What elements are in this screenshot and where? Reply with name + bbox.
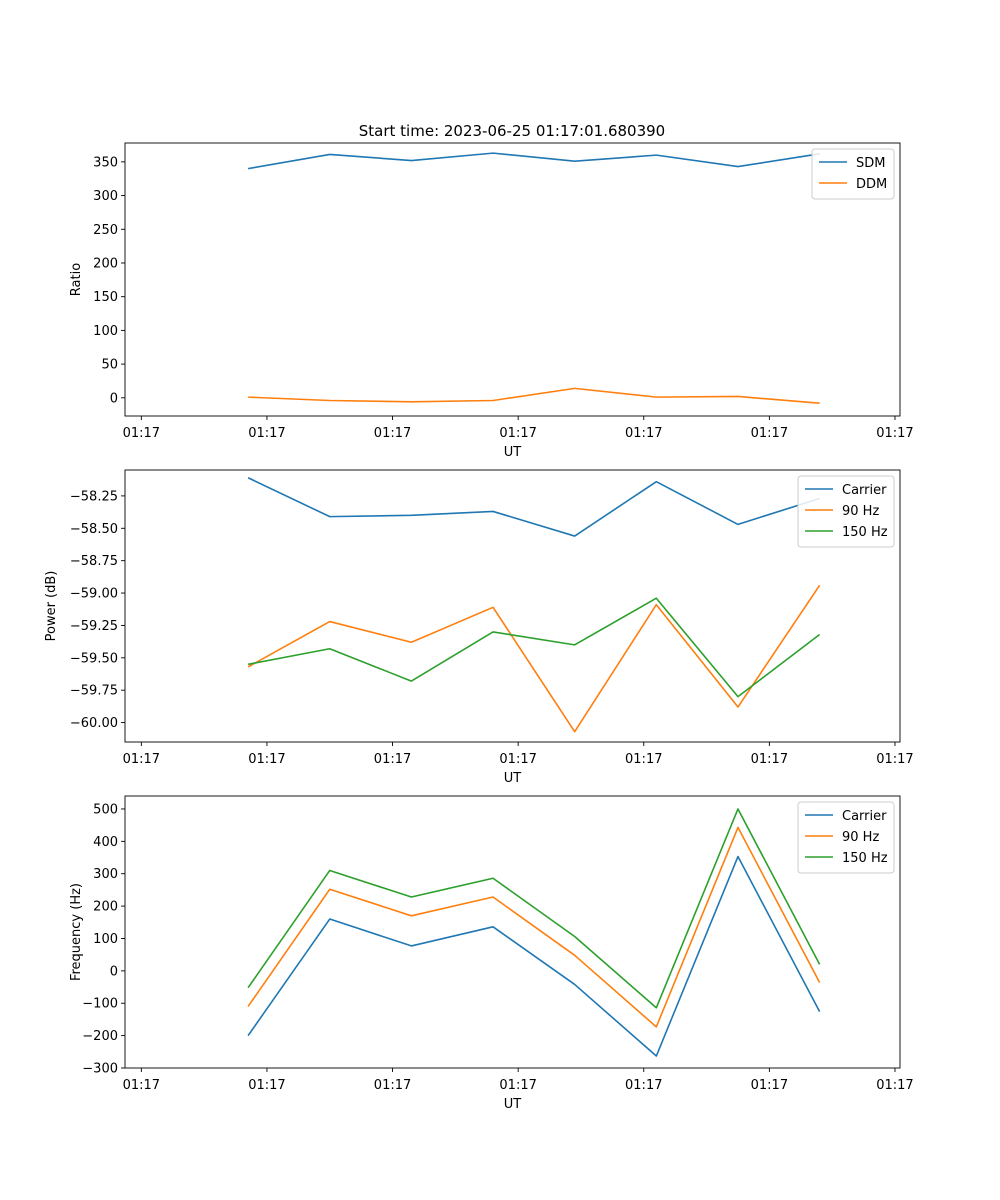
y-tick-label: −59.50	[70, 651, 118, 666]
y-tick-label: 200	[93, 256, 118, 271]
y-tick-label: 50	[101, 358, 118, 373]
y-tick-label: 100	[93, 324, 118, 339]
legend-label: DDM	[856, 177, 887, 192]
legend: Carrier 90 Hz 150 Hz	[797, 475, 895, 548]
plot-frame	[124, 142, 901, 417]
plot-frame	[124, 469, 901, 743]
x-axis-label: UT	[504, 445, 522, 460]
legend-label: 150 Hz	[842, 851, 888, 866]
x-tick-label: 01:17	[374, 752, 411, 767]
x-tick-label: 01:17	[625, 1078, 662, 1093]
x-tick-label: 01:17	[248, 752, 285, 767]
x-tick-label: 01:17	[876, 752, 913, 767]
y-tick-label: 300	[93, 189, 118, 204]
y-tick-label: 400	[93, 835, 118, 850]
y-tick-label: 100	[93, 932, 118, 947]
y-tick-label: −59.00	[70, 587, 118, 602]
plot-frame	[124, 795, 901, 1069]
series-line-2-2	[247, 584, 821, 733]
legend-label: 150 Hz	[842, 525, 888, 540]
legend-label: Carrier	[842, 809, 887, 824]
x-tick-label: 01:17	[751, 426, 788, 441]
x-tick-label: 01:17	[248, 426, 285, 441]
legend-label: 90 Hz	[842, 830, 879, 845]
y-tick-label: −59.75	[70, 684, 118, 699]
x-tick-label: 01:17	[499, 752, 536, 767]
y-tick-label: −58.50	[70, 522, 118, 537]
x-tick-label: 01:17	[123, 426, 160, 441]
y-tick-label: −100	[82, 997, 118, 1012]
x-tick-label: 01:17	[374, 1078, 411, 1093]
series-line-1-2	[248, 387, 820, 404]
y-tick-label: 250	[93, 223, 118, 238]
legend-label: Carrier	[842, 483, 887, 498]
series-line-2-3	[247, 597, 821, 698]
y-tick-label: 200	[93, 900, 118, 915]
y-axis-label: Power (dB)	[44, 571, 59, 642]
x-tick-label: 01:17	[751, 752, 788, 767]
y-tick-label: 0	[110, 964, 118, 979]
x-axis-label: UT	[504, 771, 522, 786]
legend-box	[797, 801, 895, 874]
y-tick-label: 0	[110, 391, 118, 406]
y-tick-label: 150	[93, 290, 118, 305]
panel-1: 01:1701:1701:1701:1701:1701:1701:1701:18…	[69, 142, 914, 460]
x-tick-label: 01:17	[248, 1078, 285, 1093]
panel-2: 01:1701:1701:1701:1701:1701:1701:1701:18…	[44, 469, 914, 786]
x-tick-label: 01:17	[123, 1078, 160, 1093]
series-line-2-1	[247, 477, 820, 537]
y-axis-label: Frequency (Hz)	[69, 883, 84, 981]
x-tick-label: 01:17	[625, 752, 662, 767]
series-line-3-2	[247, 826, 821, 1028]
y-tick-label: −300	[82, 1062, 118, 1077]
y-axis-label: Ratio	[69, 263, 84, 296]
y-tick-label: 500	[93, 802, 118, 817]
y-tick-label: 300	[93, 867, 118, 882]
y-tick-label: −58.75	[70, 554, 118, 569]
x-tick-label: 01:17	[374, 426, 411, 441]
legend: SDM DDM	[811, 148, 895, 200]
series-line-3-1	[247, 855, 821, 1057]
legend: Carrier 90 Hz 150 Hz	[797, 801, 895, 874]
x-axis-label: UT	[504, 1097, 522, 1112]
x-tick-label: 01:17	[625, 426, 662, 441]
y-tick-label: −60.00	[70, 716, 118, 731]
y-tick-label: −200	[82, 1029, 118, 1044]
y-tick-label: −59.25	[70, 619, 118, 634]
legend-box	[797, 475, 895, 548]
x-tick-label: 01:17	[876, 426, 913, 441]
x-tick-label: 01:17	[499, 426, 536, 441]
x-tick-label: 01:17	[499, 1078, 536, 1093]
y-tick-label: 350	[93, 155, 118, 170]
legend-label: SDM	[856, 156, 885, 171]
x-tick-label: 01:17	[123, 752, 160, 767]
chart-title: Start time: 2023-06-25 01:17:01.680390	[359, 122, 665, 140]
y-tick-label: −58.25	[70, 489, 118, 504]
panel-3: 01:1701:1701:1701:1701:1701:1701:1701:18…	[69, 795, 914, 1112]
x-tick-label: 01:17	[751, 1078, 788, 1093]
series-line-1-1	[247, 152, 820, 170]
series-line-3-3	[247, 808, 821, 1009]
legend-label: 90 Hz	[842, 504, 879, 519]
x-tick-label: 01:17	[876, 1078, 913, 1093]
